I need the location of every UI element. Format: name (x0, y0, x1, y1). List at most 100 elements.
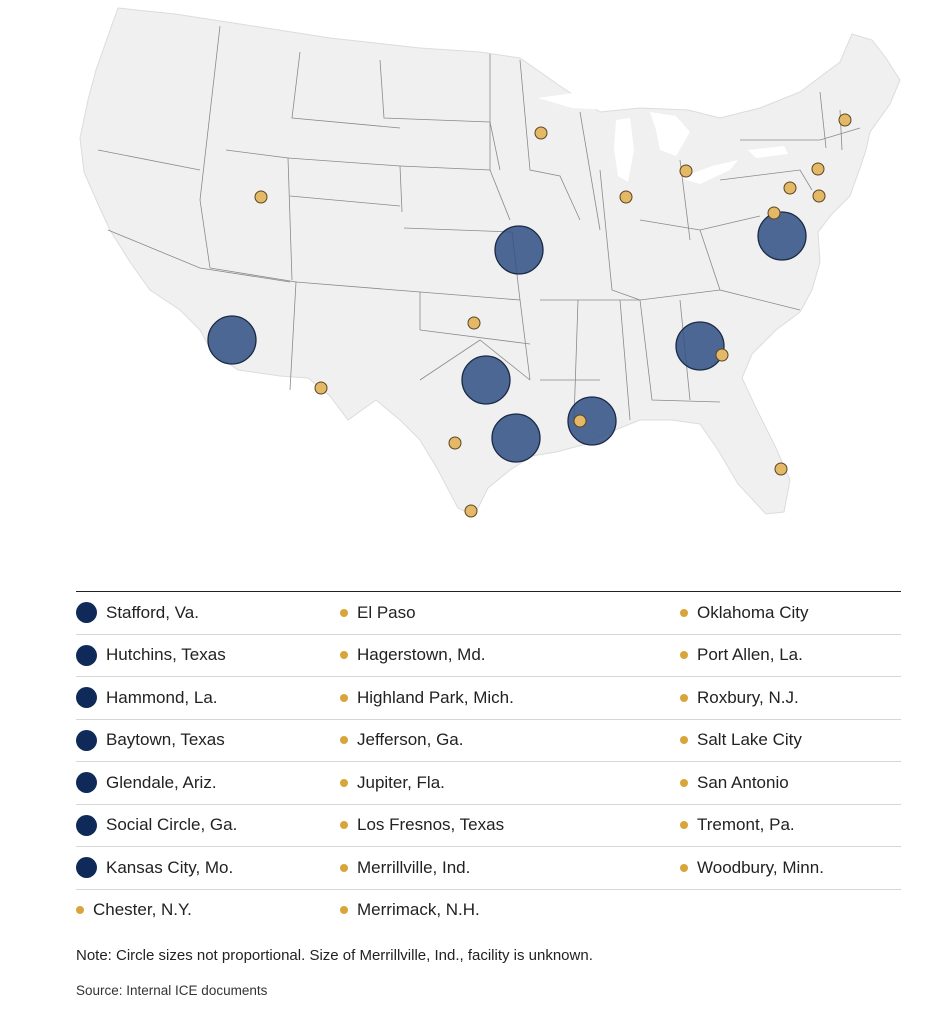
legend-cell: Hagerstown, Md. (338, 645, 678, 665)
legend-label: Glendale, Ariz. (106, 772, 217, 792)
legend-cell: Port Allen, La. (678, 645, 901, 665)
small-facility-dot-icon (340, 906, 348, 915)
small-marker-jupiter-fla (774, 462, 788, 476)
lake-superior (538, 92, 640, 110)
large-facility-dot-icon (76, 857, 97, 879)
large-facility-dot-icon (76, 687, 97, 709)
legend-label: Stafford, Va. (106, 602, 199, 622)
legend-label: San Antonio (697, 772, 789, 792)
large-marker-social-circle-ga (675, 321, 725, 371)
legend-row: Social Circle, Ga. Los Fresnos, Texas Trem… (76, 805, 901, 847)
small-marker-chester-n-y (811, 162, 825, 176)
source-text: Source: Internal ICE documents (76, 983, 268, 998)
legend-label: Merrillville, Ind. (357, 857, 471, 877)
legend-cell: Social Circle, Ga. (76, 814, 338, 836)
large-marker-hutchins-texas (461, 355, 511, 405)
lake-erie (680, 160, 738, 184)
small-marker-roxbury-n-j (812, 189, 826, 203)
small-marker-tremont-pa (783, 181, 797, 195)
legend-cell: Los Fresnos, Texas (338, 815, 678, 835)
large-facility-dot-icon (76, 729, 97, 751)
legend-label: Social Circle, Ga. (106, 815, 238, 835)
large-marker-kansas-city-mo (494, 225, 544, 275)
large-facility-dot-icon (76, 772, 97, 794)
legend-cell: Stafford, Va. (76, 602, 338, 624)
legend-label: Kansas City, Mo. (106, 857, 234, 877)
small-marker-port-allen-la (573, 414, 587, 428)
us-map (79, 7, 901, 518)
large-facility-dot-icon (76, 814, 97, 836)
legend-cell: Chester, N.Y. (76, 900, 338, 920)
small-facility-markers (254, 113, 852, 518)
legend-cell: Glendale, Ariz. (76, 772, 338, 794)
small-facility-dot-icon (680, 736, 688, 745)
legend-label: Port Allen, La. (697, 645, 803, 665)
small-marker-merrimack-n-h (838, 113, 852, 127)
legend-label: Woodbury, Minn. (697, 857, 824, 877)
small-marker-woodbury-minn (534, 126, 548, 140)
legend-cell: Hammond, La. (76, 687, 338, 709)
small-marker-highland-park-mich (679, 164, 693, 178)
legend-label: Highland Park, Mich. (357, 687, 514, 707)
legend-cell: Tremont, Pa. (678, 815, 901, 835)
legend-cell: Jefferson, Ga. (338, 730, 678, 750)
small-facility-dot-icon (76, 906, 84, 915)
legend-row: Glendale, Ariz. Jupiter, Fla. San Antonio (76, 762, 901, 805)
legend-label: Merrimack, N.H. (357, 900, 480, 920)
small-facility-dot-icon (340, 778, 348, 787)
legend-cell: Salt Lake City (678, 730, 901, 750)
legend-label: Oklahoma City (697, 602, 809, 622)
small-facility-dot-icon (680, 651, 688, 660)
legend-label: Tremont, Pa. (697, 815, 795, 835)
lake-ontario (748, 146, 788, 158)
legend-label: Roxbury, N.J. (697, 687, 799, 707)
small-marker-merrillville-ind (619, 190, 633, 204)
small-facility-dot-icon (680, 778, 688, 787)
legend-cell: Baytown, Texas (76, 729, 338, 751)
legend-row: Stafford, Va. El Paso Oklahoma City (76, 592, 901, 635)
legend-cell: Jupiter, Fla. (338, 773, 678, 793)
large-marker-glendale-ariz (207, 315, 257, 365)
legend-label: Baytown, Texas (106, 730, 225, 750)
large-marker-baytown-texas (491, 413, 541, 463)
small-marker-oklahoma-city (467, 316, 481, 330)
small-facility-dot-icon (340, 693, 348, 702)
small-facility-dot-icon (340, 863, 348, 872)
legend-cell: Woodbury, Minn. (678, 858, 901, 878)
legend-cell: El Paso (338, 603, 678, 623)
legend-cell: Highland Park, Mich. (338, 688, 678, 708)
small-marker-hagerstown-md (767, 206, 781, 220)
small-marker-el-paso (314, 381, 328, 395)
large-facility-dot-icon (76, 602, 97, 624)
small-marker-salt-lake-city (254, 190, 268, 204)
legend-label: Chester, N.Y. (93, 900, 192, 920)
legend-cell: Kansas City, Mo. (76, 857, 338, 879)
legend-label: El Paso (357, 602, 416, 622)
facility-legend: Stafford, Va. El Paso Oklahoma City Hutchin… (76, 591, 901, 931)
legend-cell: Hutchins, Texas (76, 644, 338, 666)
state-borders (97, 25, 861, 421)
legend-row: Hutchins, Texas Hagerstown, Md. Port Allen… (76, 635, 901, 677)
small-marker-jefferson-ga (715, 348, 729, 362)
legend-row: Kansas City, Mo. Merrillville, Ind. Woodbu… (76, 847, 901, 890)
legend-label: Los Fresnos, Texas (357, 815, 505, 835)
legend-row: Chester, N.Y. Merrimack, N.H. (76, 890, 901, 932)
legend-label: Salt Lake City (697, 730, 802, 750)
large-marker-stafford-va (757, 211, 807, 261)
legend-label: Hutchins, Texas (106, 645, 226, 665)
note-text: Note: Circle sizes not proportional. Siz… (76, 947, 593, 964)
legend-cell: Merrimack, N.H. (338, 900, 678, 920)
legend-cell: Roxbury, N.J. (678, 688, 901, 708)
small-facility-dot-icon (680, 821, 688, 830)
large-facility-markers (207, 206, 807, 463)
legend-row: Baytown, Texas Jefferson, Ga. Salt Lake Ci… (76, 720, 901, 762)
small-facility-dot-icon (680, 693, 688, 702)
lake-michigan (614, 118, 634, 182)
legend-label: Hagerstown, Md. (357, 645, 486, 665)
large-facility-dot-icon (76, 644, 97, 666)
small-facility-dot-icon (340, 651, 348, 660)
legend-cell: Merrillville, Ind. (338, 858, 678, 878)
small-facility-dot-icon (340, 821, 348, 830)
small-facility-dot-icon (680, 863, 688, 872)
legend-label: Hammond, La. (106, 687, 218, 707)
